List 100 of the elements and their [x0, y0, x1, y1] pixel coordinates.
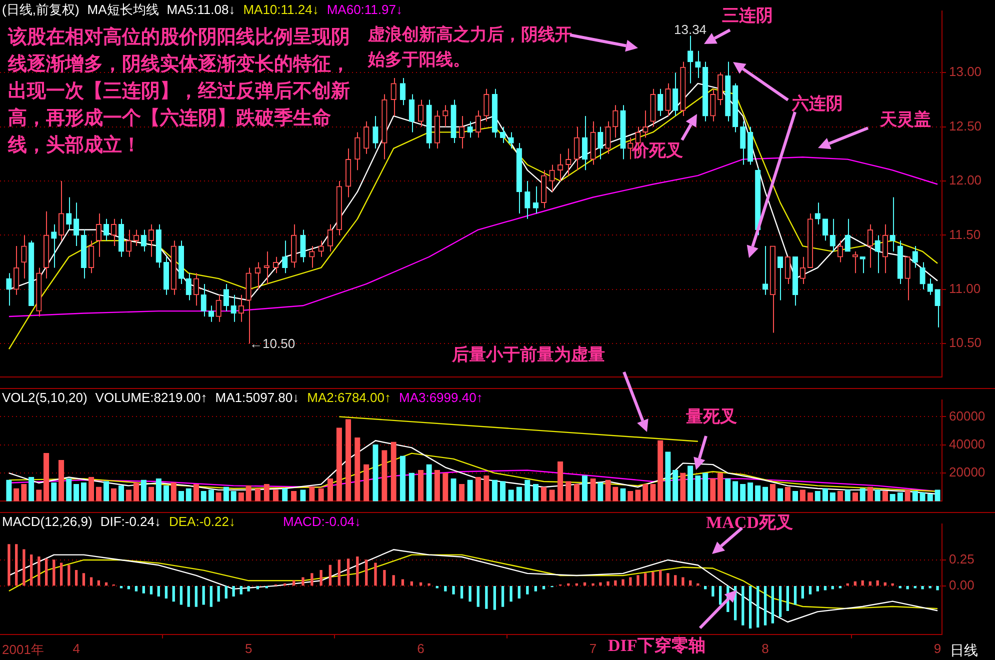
bar [674, 575, 677, 586]
candlestick [524, 180, 530, 220]
bar [742, 586, 744, 626]
bar [801, 586, 804, 599]
bar [534, 586, 538, 592]
bar [582, 476, 588, 502]
bar [718, 586, 722, 605]
candlestick [747, 126, 754, 166]
candlestick [309, 246, 315, 268]
bar [882, 491, 888, 502]
candlestick [920, 262, 926, 290]
bar [500, 481, 506, 502]
bar [232, 586, 235, 596]
candlestick [372, 115, 378, 149]
bar [748, 586, 752, 629]
bar [557, 461, 564, 502]
annotation: ←10.50 [250, 336, 296, 352]
bar [755, 485, 761, 502]
bar [150, 586, 153, 594]
candlestick [80, 229, 87, 280]
candlestick [254, 262, 261, 290]
candlestick [658, 88, 664, 116]
candlestick [934, 289, 940, 328]
bar [659, 570, 662, 586]
candlestick [777, 256, 784, 301]
annotation: 虚浪创新高之力后，阴线开始多于阳线。 [368, 24, 573, 71]
candlestick [732, 82, 738, 133]
candlestick [434, 110, 440, 149]
candlestick [867, 224, 874, 268]
candlestick [695, 50, 701, 79]
bar [390, 442, 396, 502]
candlestick [912, 246, 918, 268]
bar [103, 481, 110, 502]
bar [408, 472, 414, 502]
bar [688, 466, 694, 502]
bar [629, 577, 632, 586]
bar [200, 491, 206, 502]
candlestick [442, 104, 448, 128]
candlestick [345, 148, 352, 198]
candlestick [492, 88, 498, 138]
bar [475, 476, 481, 502]
candlestick [717, 72, 724, 106]
bar [492, 480, 498, 502]
bar [264, 484, 270, 502]
candlestick [382, 94, 388, 160]
text: DIF下穿零轴 [608, 636, 706, 655]
candlestick [96, 213, 102, 258]
chart-title: MACD(12,26,9) [2, 514, 92, 529]
candlestick [605, 120, 611, 154]
y-tick-label: 11.50 [949, 226, 981, 242]
candlestick [36, 267, 42, 317]
bar [814, 491, 820, 502]
bar [318, 488, 324, 502]
candlestick [904, 256, 910, 301]
bar [180, 586, 183, 605]
bar [452, 586, 455, 594]
bar [650, 484, 656, 502]
candlestick [300, 229, 306, 263]
bar [45, 558, 48, 586]
bar [82, 573, 86, 586]
bar [672, 470, 678, 502]
bar [635, 490, 641, 502]
candlestick [450, 99, 456, 144]
candlestick [178, 240, 184, 284]
candlestick [762, 246, 768, 296]
candlestick [193, 272, 200, 306]
annotation: 天灵盖 [880, 110, 931, 129]
bar [816, 586, 819, 592]
bar [22, 549, 26, 586]
bar [612, 486, 618, 502]
bar [764, 586, 767, 626]
bar [824, 586, 827, 590]
candlestick [574, 126, 580, 171]
bar [636, 575, 640, 586]
bar [193, 484, 200, 502]
candlestick [426, 99, 432, 149]
bar [302, 577, 304, 586]
candlestick [418, 99, 424, 128]
bar [163, 485, 170, 502]
bar [906, 586, 909, 590]
candlestick [458, 115, 465, 149]
candlestick [540, 170, 547, 209]
bar [90, 577, 93, 586]
bar [740, 484, 746, 502]
candlestick [710, 88, 716, 122]
bar [118, 485, 124, 502]
bar [186, 488, 192, 502]
candlestick [21, 234, 27, 280]
bar [328, 564, 332, 586]
bar [652, 572, 654, 586]
candlestick [282, 240, 288, 274]
bar [254, 488, 261, 502]
bar [133, 482, 140, 502]
bar [327, 478, 334, 502]
candlestick [566, 148, 572, 176]
bar [710, 478, 716, 502]
candlestick [14, 246, 20, 296]
bar [622, 579, 624, 586]
x-tick-label: 6 [417, 640, 424, 656]
annotation: 六连阴 [792, 94, 844, 114]
